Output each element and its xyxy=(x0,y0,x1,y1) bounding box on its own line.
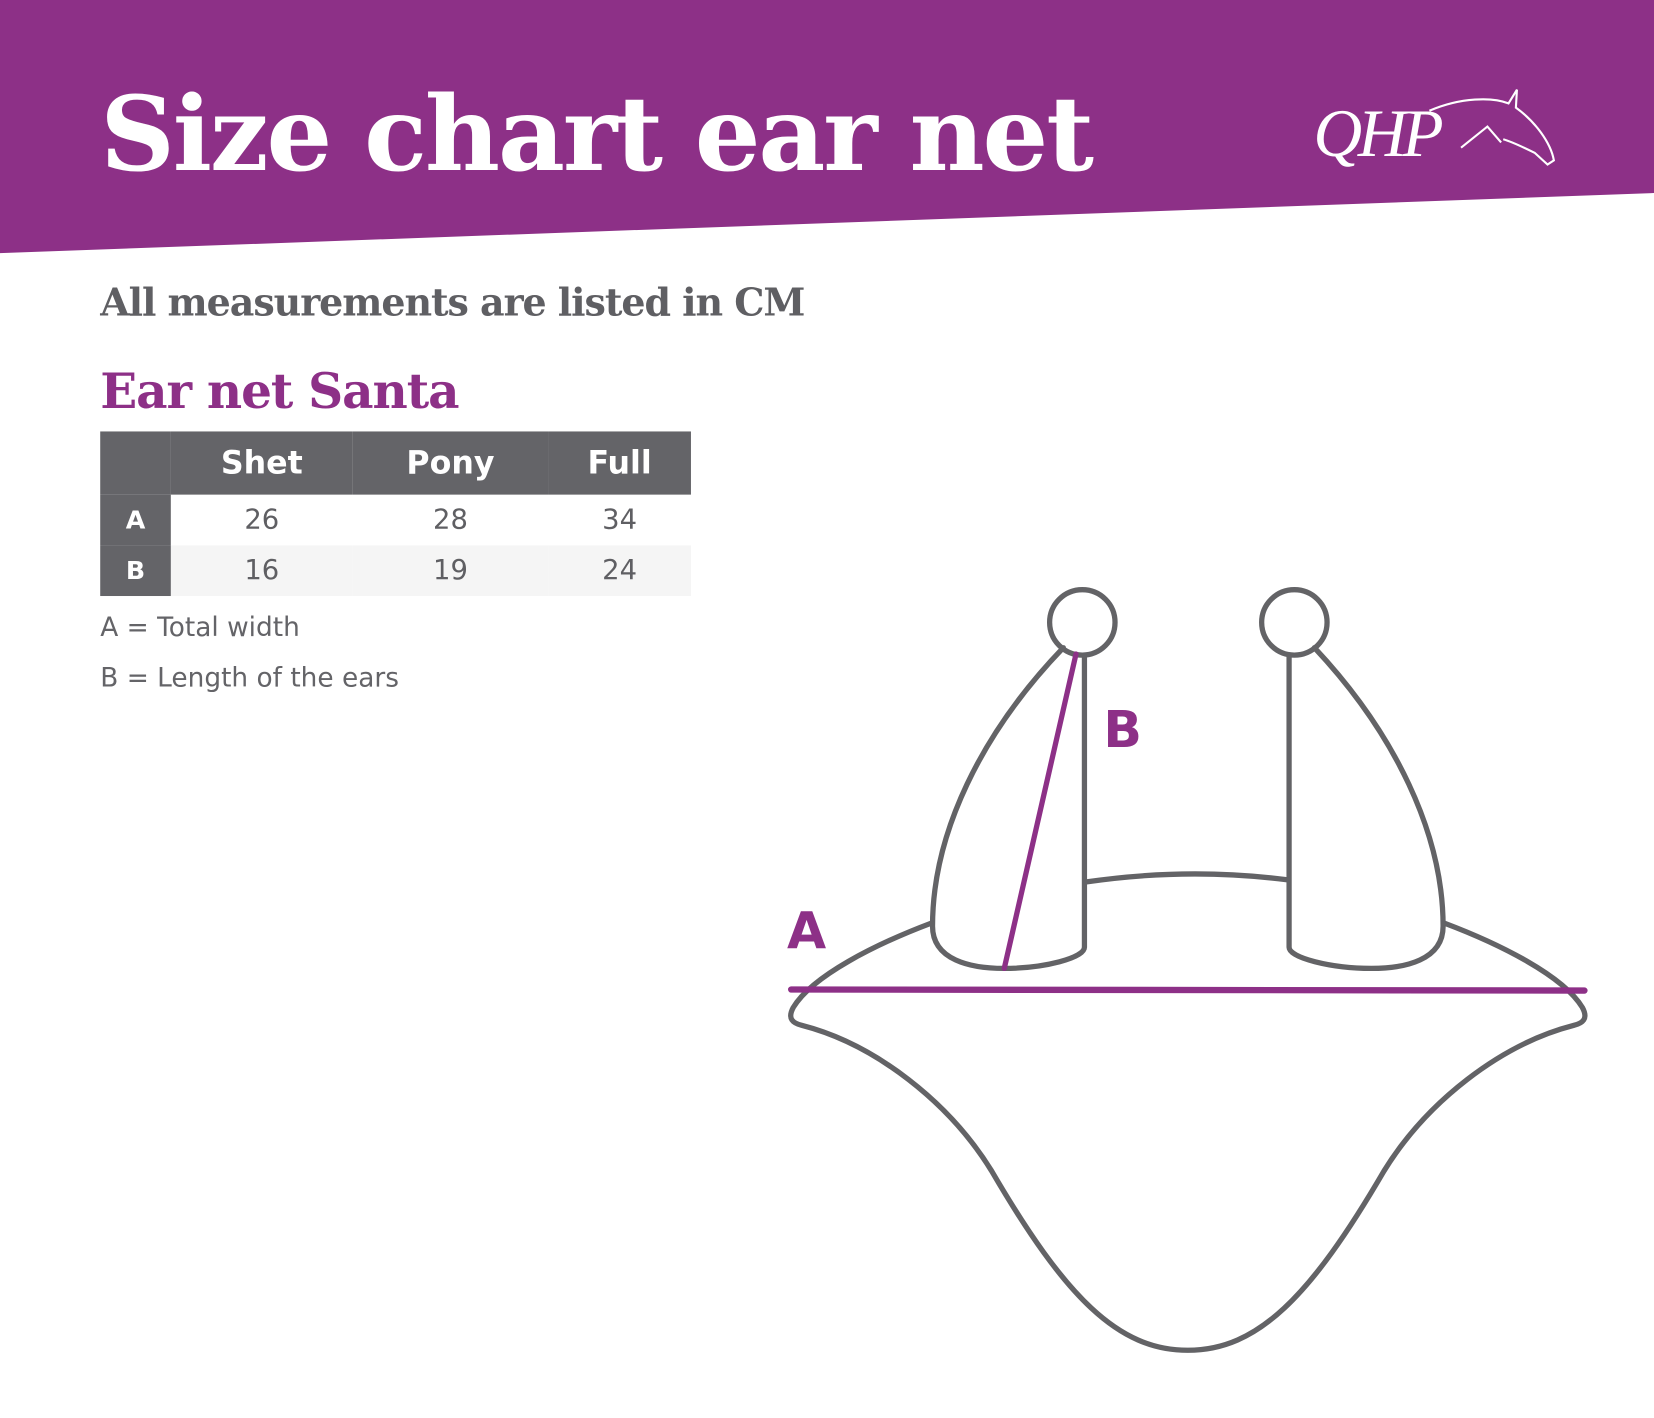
left-ear xyxy=(929,645,1088,972)
label-a: A xyxy=(786,901,827,962)
qhp-logo: QHP xyxy=(1313,84,1561,184)
measure-line-a xyxy=(788,986,1588,994)
right-pompom xyxy=(1259,587,1330,658)
table-row: A 26 28 34 xyxy=(100,494,691,546)
table-cell: 19 xyxy=(352,545,549,597)
label-b: B xyxy=(1103,700,1143,760)
column-header: Shet xyxy=(170,431,353,495)
horse-head-icon xyxy=(1428,89,1556,166)
right-ear xyxy=(1286,645,1446,972)
table-header-row: Shet Pony Full xyxy=(100,431,691,495)
table-cell: 34 xyxy=(548,494,691,546)
legend-b: B = Length of the ears xyxy=(100,662,399,694)
table-cell: 24 xyxy=(548,545,691,597)
page-title: Size chart ear net xyxy=(100,73,1094,196)
ear-net-body xyxy=(788,920,1588,1353)
measure-line-b xyxy=(1001,651,1079,972)
row-header: A xyxy=(100,494,171,546)
size-table: Shet Pony Full A 26 28 34 B 16 19 24 xyxy=(100,431,691,597)
table-row: B 16 19 24 xyxy=(100,545,691,597)
logo-text: QHP xyxy=(1313,95,1443,171)
column-header: Full xyxy=(548,431,691,495)
table-cell: 28 xyxy=(352,494,549,546)
legend-a: A = Total width xyxy=(100,611,300,643)
product-title: Ear net Santa xyxy=(100,362,459,420)
units-note: All measurements are listed in CM xyxy=(100,280,805,325)
left-pompom xyxy=(1046,587,1118,658)
table-cell: 16 xyxy=(170,545,353,597)
brow-band xyxy=(1083,871,1290,885)
header-banner xyxy=(0,0,1654,254)
row-header: B xyxy=(100,545,171,597)
column-header: Pony xyxy=(352,431,549,495)
column-header xyxy=(100,431,171,495)
table-cell: 26 xyxy=(170,494,353,546)
